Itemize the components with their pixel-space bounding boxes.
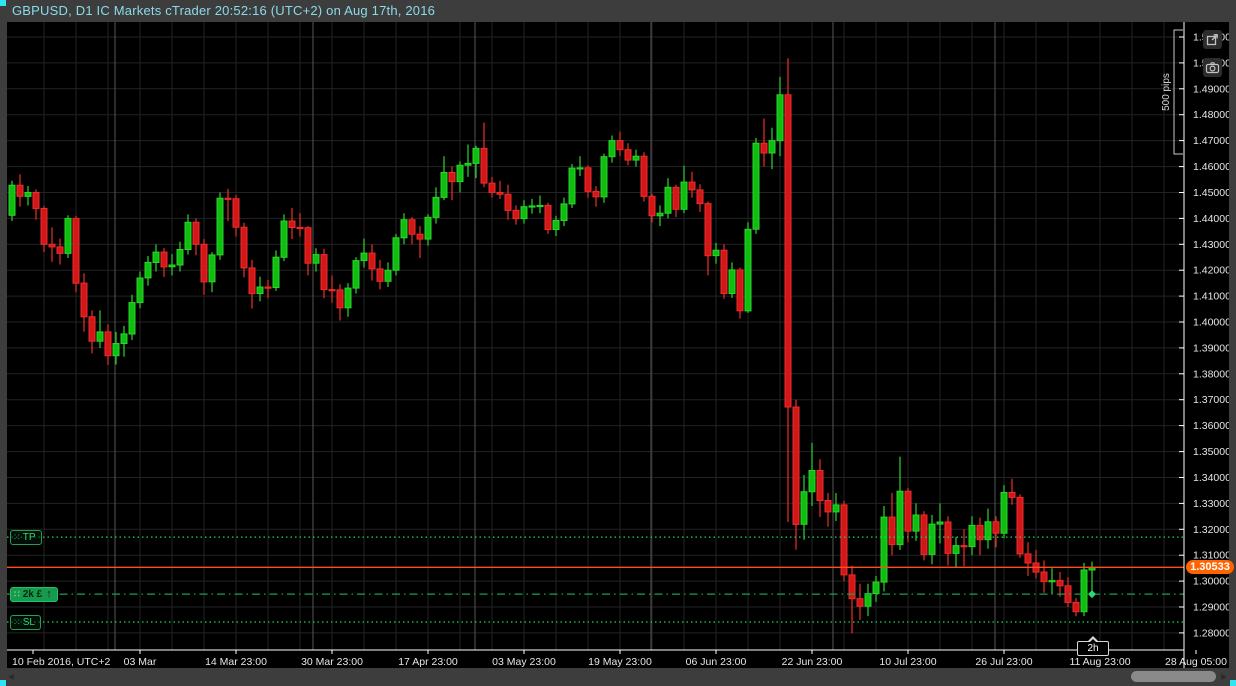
- time-axis[interactable]: 10 Feb 2016, UTC+2 03 Mar 14 Mar 23:00 30 M…: [7, 649, 1227, 668]
- selection-corner-top-left: [0, 0, 6, 6]
- svg-text:06 Jun 23:00: 06 Jun 23:00: [686, 656, 747, 668]
- position-lines[interactable]: [7, 536, 1184, 623]
- svg-text:1.47000: 1.47000: [1193, 135, 1229, 147]
- svg-text:1.32000: 1.32000: [1193, 524, 1229, 536]
- scroll-left-arrow[interactable]: ◂: [8, 669, 15, 683]
- chart-panel: 500 pips 1.28000 1.29000 1.30000 1.31000 1.32…: [7, 22, 1234, 668]
- svg-text:11 Aug 23:00: 11 Aug 23:00: [1069, 656, 1130, 668]
- tp-label: TP: [22, 532, 36, 543]
- svg-text:1.37000: 1.37000: [1193, 394, 1229, 406]
- svg-text:1.28000: 1.28000: [1193, 627, 1229, 639]
- svg-text:1.31000: 1.31000: [1193, 550, 1229, 562]
- svg-text:03 May 23:00: 03 May 23:00: [492, 656, 556, 668]
- selection-corner-bottom-left: [0, 680, 6, 686]
- svg-text:22 Jun 23:00: 22 Jun 23:00: [782, 656, 843, 668]
- svg-text:1.46000: 1.46000: [1193, 161, 1229, 173]
- svg-text:10 Jul 23:00: 10 Jul 23:00: [879, 656, 936, 668]
- take-profit-badge[interactable]: ∷ TP: [10, 530, 42, 545]
- scroll-right-arrow[interactable]: ▸: [1221, 669, 1228, 683]
- svg-text:1.39000: 1.39000: [1193, 342, 1229, 354]
- chart-title: GBPUSD, D1 IC Markets cTrader 20:52:16 (…: [12, 3, 436, 18]
- open-position-badge[interactable]: ∷ 2k £ ↑: [10, 587, 58, 602]
- svg-text:30 Mar 23:00: 30 Mar 23:00: [301, 656, 363, 668]
- buy-arrow-icon: ↑: [46, 588, 52, 600]
- selection-corner-bottom-right: [1230, 680, 1236, 686]
- stop-loss-badge[interactable]: ∷ SL: [10, 615, 41, 630]
- candlestick-chart-canvas[interactable]: 500 pips 1.28000 1.29000 1.30000 1.31000 1.32…: [7, 22, 1229, 668]
- svg-text:17 Apr 23:00: 17 Apr 23:00: [398, 656, 458, 668]
- current-price-label: 1.30533: [1186, 560, 1234, 574]
- svg-text:03 Mar: 03 Mar: [124, 656, 157, 668]
- drag-grip-icon: ∷: [14, 617, 20, 627]
- svg-text:500 pips: 500 pips: [1161, 73, 1172, 111]
- svg-text:26 Jul 23:00: 26 Jul 23:00: [975, 656, 1032, 668]
- candles: [8, 58, 1096, 634]
- svg-text:1.41000: 1.41000: [1193, 291, 1229, 303]
- svg-text:1.35000: 1.35000: [1193, 446, 1229, 458]
- svg-text:1.30000: 1.30000: [1193, 576, 1229, 588]
- svg-text:1.43000: 1.43000: [1193, 239, 1229, 251]
- camera-icon[interactable]: [1203, 58, 1222, 77]
- horizontal-scrollbar[interactable]: ◂ ▸: [0, 668, 1236, 686]
- svg-text:19 May 23:00: 19 May 23:00: [588, 656, 652, 668]
- detach-chart-icon[interactable]: [1203, 30, 1222, 49]
- vertical-gridlines: [43, 22, 1165, 650]
- measurement-tool[interactable]: 500 pips: [1161, 29, 1183, 155]
- svg-text:1.44000: 1.44000: [1193, 213, 1229, 225]
- svg-text:28 Aug 05:00: 28 Aug 05:00: [1165, 656, 1227, 668]
- svg-text:14 Mar 23:00: 14 Mar 23:00: [205, 656, 267, 668]
- countdown-value: 2h: [1087, 643, 1099, 654]
- svg-text:1.42000: 1.42000: [1193, 265, 1229, 277]
- entry-marker: [1088, 590, 1096, 599]
- svg-text:1.45000: 1.45000: [1193, 187, 1229, 199]
- horizontal-gridlines: [7, 36, 1184, 634]
- svg-text:10 Feb 2016, UTC+2: 10 Feb 2016, UTC+2: [12, 656, 111, 668]
- svg-text:1.40000: 1.40000: [1193, 317, 1229, 329]
- svg-text:1.29000: 1.29000: [1193, 602, 1229, 614]
- svg-text:1.34000: 1.34000: [1193, 472, 1229, 484]
- svg-text:1.33000: 1.33000: [1193, 498, 1229, 510]
- drag-grip-icon: ∷: [14, 532, 20, 542]
- position-volume-label: 2k £: [22, 589, 43, 600]
- svg-text:1.49000: 1.49000: [1193, 83, 1229, 95]
- svg-text:1.48000: 1.48000: [1193, 109, 1229, 121]
- svg-text:1.36000: 1.36000: [1193, 420, 1229, 432]
- bar-countdown-tooltip: 2h: [1077, 636, 1109, 656]
- drag-grip-icon: ∷: [14, 589, 20, 599]
- window-titlebar[interactable]: GBPUSD, D1 IC Markets cTrader 20:52:16 (…: [0, 0, 1236, 22]
- sl-label: SL: [22, 617, 35, 628]
- svg-text:1.38000: 1.38000: [1193, 368, 1229, 380]
- scrollbar-handle[interactable]: [1131, 671, 1216, 682]
